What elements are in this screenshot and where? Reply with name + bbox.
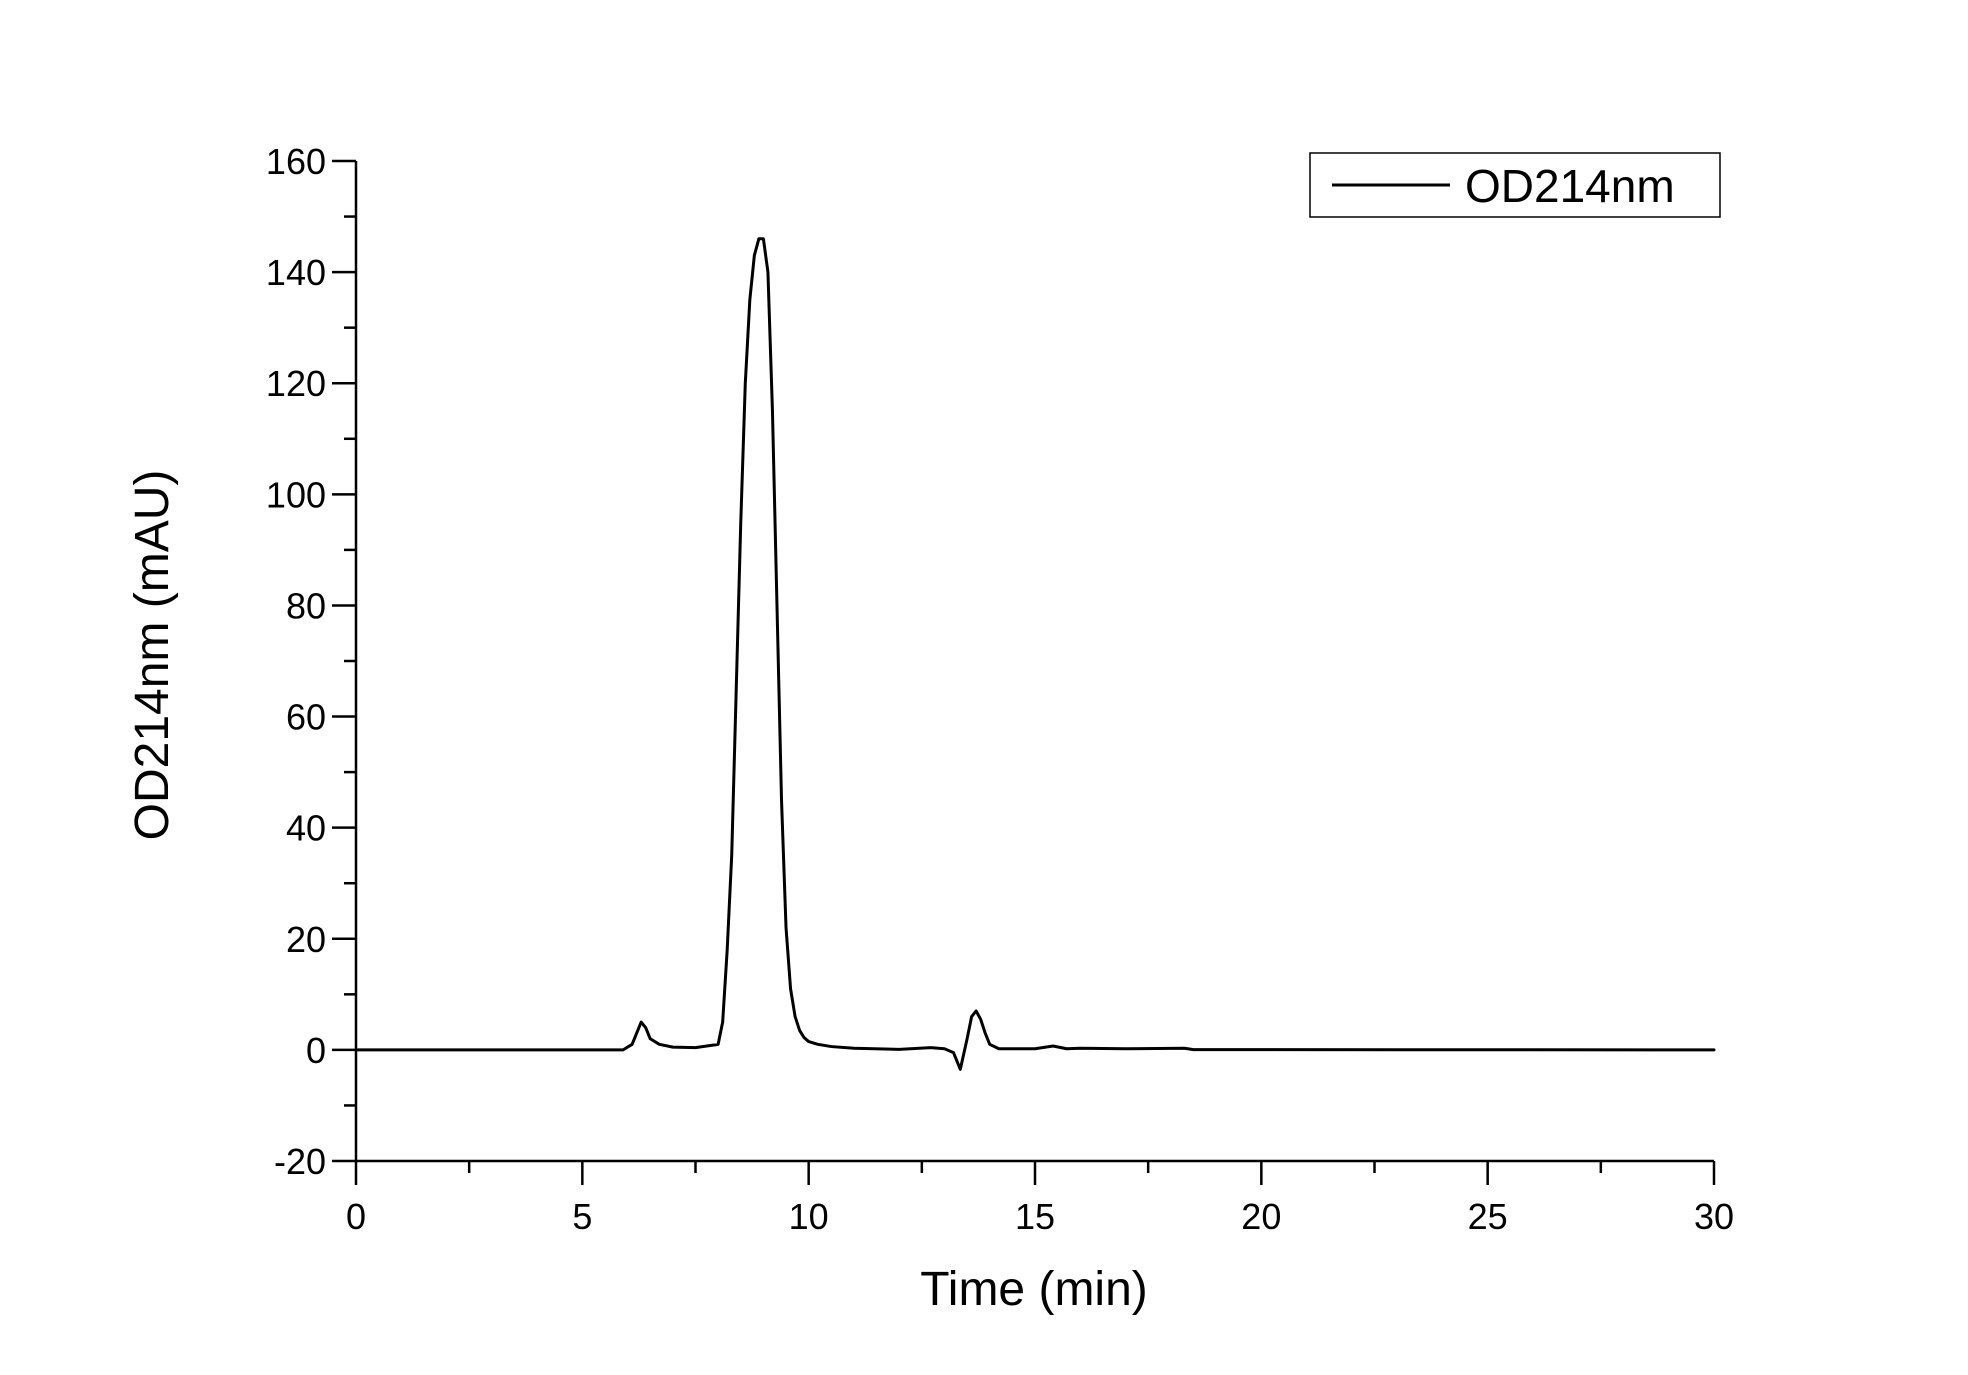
x-axis: 0 5 10 15 20 25 30 [346, 1159, 1734, 1237]
x-tick-label: 15 [1015, 1196, 1055, 1237]
x-tick-label: 10 [789, 1196, 829, 1237]
series-line-od214nm [354, 237, 1716, 1071]
y-axis-title: OD214nm (mAU) [126, 470, 179, 841]
x-tick-label: 20 [1241, 1196, 1281, 1237]
x-axis-title: Time (min) [920, 1263, 1148, 1316]
y-tick-label: 120 [266, 363, 326, 404]
y-tick-label: 20 [286, 919, 326, 960]
y-tick-label: 140 [266, 252, 326, 293]
y-tick-label: 80 [286, 585, 326, 626]
y-tick-label: -20 [274, 1141, 326, 1182]
y-axis: -20 0 20 40 60 80 100 120 140 160 [266, 141, 358, 1182]
y-tick-label: 0 [306, 1030, 326, 1071]
y-tick-label: 160 [266, 141, 326, 182]
x-tick-label: 0 [346, 1196, 366, 1237]
x-tick-label: 5 [572, 1196, 592, 1237]
x-tick-label: 25 [1468, 1196, 1508, 1237]
y-tick-label: 100 [266, 474, 326, 515]
x-tick-label: 30 [1694, 1196, 1734, 1237]
series-layer [354, 237, 1716, 1071]
y-tick-label: 60 [286, 697, 326, 738]
y-tick-label: 40 [286, 808, 326, 849]
legend-label: OD214nm [1465, 160, 1675, 212]
legend: OD214nm [1309, 152, 1721, 218]
